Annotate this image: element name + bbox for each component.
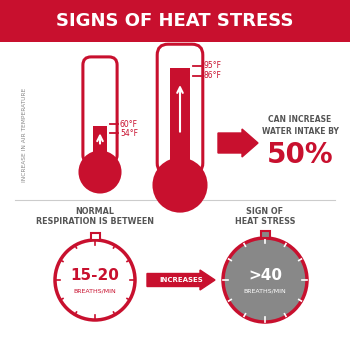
Text: INCREASE IN AIR TEMPERATURE: INCREASE IN AIR TEMPERATURE	[22, 88, 28, 182]
Text: WATER INTAKE BY: WATER INTAKE BY	[261, 126, 338, 135]
FancyBboxPatch shape	[83, 57, 117, 163]
FancyArrow shape	[218, 129, 258, 157]
Text: HEAT STRESS: HEAT STRESS	[235, 217, 295, 225]
Bar	[93, 126, 107, 157]
Circle shape	[80, 152, 120, 192]
Bar	[0, 0, 350, 42]
Text: >40: >40	[248, 268, 282, 284]
Bar	[260, 231, 270, 238]
Text: NORMAL: NORMAL	[76, 208, 114, 217]
Bar	[170, 68, 190, 165]
Bar	[91, 233, 99, 240]
Text: CAN INCREASE: CAN INCREASE	[268, 116, 332, 125]
Text: INCREASES: INCREASES	[159, 277, 203, 283]
Text: SIGN OF: SIGN OF	[246, 208, 284, 217]
Text: BREATHS/MIN: BREATHS/MIN	[74, 288, 116, 294]
Text: 54°F: 54°F	[120, 129, 138, 138]
Text: SIGNS OF HEAT STRESS: SIGNS OF HEAT STRESS	[56, 12, 294, 30]
Text: 60°F: 60°F	[120, 120, 138, 129]
Text: 95°F: 95°F	[203, 62, 221, 70]
FancyBboxPatch shape	[157, 44, 203, 174]
Text: 50%: 50%	[267, 141, 333, 169]
Text: BREATHS/MIN: BREATHS/MIN	[244, 288, 286, 294]
Circle shape	[55, 240, 135, 320]
Circle shape	[154, 159, 206, 211]
Circle shape	[223, 238, 307, 322]
FancyArrow shape	[147, 270, 215, 290]
Text: 86°F: 86°F	[203, 71, 221, 80]
Text: 15-20: 15-20	[71, 268, 119, 284]
Text: RESPIRATION IS BETWEEN: RESPIRATION IS BETWEEN	[36, 217, 154, 225]
